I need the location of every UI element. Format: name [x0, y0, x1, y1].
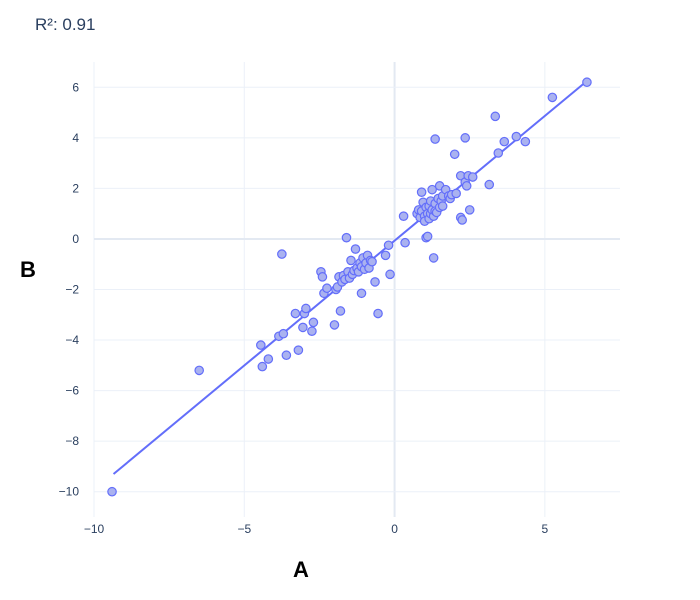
- y-tick-label: −8: [65, 434, 79, 448]
- data-point: [457, 215, 467, 225]
- data-point: [380, 250, 391, 261]
- x-axis-ticks: −10 −5 0 5: [84, 522, 549, 536]
- y-tick-label: 4: [72, 131, 79, 145]
- y-tick-label: −2: [65, 283, 79, 297]
- data-point: [582, 77, 592, 88]
- data-point: [257, 361, 268, 372]
- y-tick-label: −10: [59, 485, 80, 499]
- data-points: [107, 77, 592, 497]
- data-point: [383, 240, 394, 251]
- data-point: [335, 306, 346, 316]
- data-point: [449, 149, 460, 160]
- data-point: [301, 303, 311, 314]
- data-point: [461, 181, 472, 191]
- y-tick-label: −6: [65, 384, 79, 398]
- data-point: [278, 328, 289, 339]
- r-squared-annotation: R²: 0.91: [35, 15, 95, 34]
- data-point: [437, 201, 448, 211]
- x-tick-label: 0: [391, 522, 398, 536]
- data-point: [317, 272, 328, 282]
- data-point: [370, 277, 380, 287]
- data-point: [298, 322, 308, 333]
- data-point: [428, 253, 439, 263]
- y-axis-ticks: −10 −8 −6 −4 −2 0 2 4 6: [59, 80, 80, 498]
- data-point: [373, 308, 383, 319]
- data-point: [499, 136, 510, 147]
- data-point: [484, 179, 495, 190]
- data-point: [427, 184, 437, 195]
- data-point: [367, 256, 377, 267]
- data-point: [350, 244, 361, 254]
- data-point: [356, 288, 367, 299]
- data-point: [293, 345, 304, 355]
- x-axis-title: A: [293, 557, 309, 582]
- data-point: [308, 317, 319, 328]
- x-tick-label: −5: [237, 522, 251, 536]
- y-tick-label: 6: [72, 80, 79, 94]
- data-point: [451, 188, 461, 199]
- y-tick-label: 2: [72, 181, 79, 195]
- data-point: [277, 249, 287, 259]
- data-point: [290, 308, 301, 319]
- data-point: [467, 172, 478, 182]
- x-tick-label: 5: [542, 522, 549, 536]
- data-point: [430, 134, 440, 144]
- data-point: [329, 320, 340, 330]
- data-point: [464, 205, 475, 215]
- data-point: [281, 350, 292, 361]
- data-point: [460, 133, 471, 143]
- data-point: [194, 365, 204, 376]
- data-point: [400, 237, 410, 248]
- data-point: [322, 283, 332, 294]
- data-point: [307, 326, 317, 337]
- data-point: [263, 354, 274, 364]
- data-point: [490, 111, 501, 122]
- y-tick-label: −4: [65, 333, 79, 347]
- data-point: [107, 486, 117, 497]
- grid: [93, 62, 620, 517]
- y-axis-title: B: [20, 257, 36, 282]
- y-tick-label: 0: [72, 232, 79, 246]
- data-point: [346, 255, 356, 266]
- data-point: [511, 131, 522, 142]
- data-point: [385, 269, 395, 280]
- data-point: [416, 187, 427, 197]
- data-point: [256, 340, 266, 350]
- data-point: [520, 136, 531, 147]
- data-point: [493, 148, 504, 158]
- data-point: [422, 231, 433, 242]
- x-tick-label: −10: [84, 522, 105, 536]
- data-point: [341, 232, 352, 243]
- data-point: [398, 211, 409, 221]
- data-point: [547, 92, 558, 103]
